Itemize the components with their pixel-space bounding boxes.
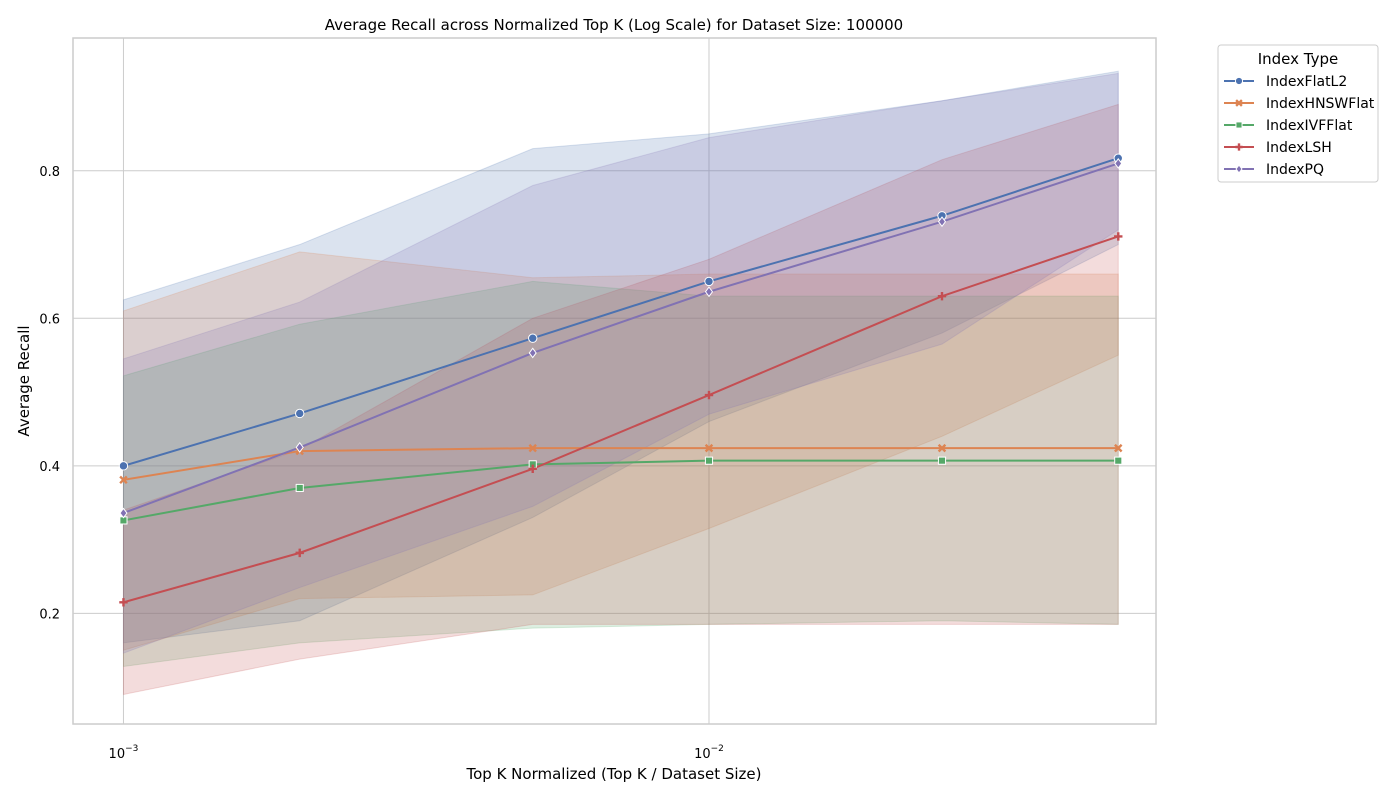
data-point-indexflatl2 xyxy=(704,276,714,287)
plot-frame xyxy=(72,37,1157,725)
data-point-indexivfflat xyxy=(937,456,947,465)
legend-label-indexivfflat: IndexIVFFlat xyxy=(1266,118,1353,134)
series-line-indexivfflat xyxy=(123,459,1119,522)
series-lines xyxy=(123,157,1119,604)
data-point-indexivfflat xyxy=(295,483,304,493)
data-point-indexhnswflat xyxy=(937,443,947,453)
data-point-indexivfflat xyxy=(1114,456,1123,465)
series-line-indexpq xyxy=(123,162,1119,514)
data-point-indexpq xyxy=(1114,157,1123,169)
confidence-band-indexlsh xyxy=(122,103,1119,696)
x-tick-label: 10−3 xyxy=(109,744,139,762)
confidence-band-indexhnswflat xyxy=(122,251,1119,651)
legend-label-indexpq: IndexPQ xyxy=(1266,162,1324,178)
y-tick-label: 0.2 xyxy=(39,607,60,622)
series-line-indexflatl2 xyxy=(123,157,1119,467)
data-point-indexhnswflat xyxy=(704,443,714,453)
plot-border xyxy=(72,37,1157,725)
data-point-indexivfflat xyxy=(704,456,714,465)
data-point-indexlsh xyxy=(528,464,537,473)
x-axis-ticks: 10−3 10−2 xyxy=(109,744,724,762)
data-point-indexpq xyxy=(119,507,128,519)
data-point-indexlsh xyxy=(704,390,714,400)
x-axis-label: Top K Normalized (Top K / Dataset Size) xyxy=(465,765,761,783)
chart-title: Average Recall across Normalized Top K (… xyxy=(325,16,903,34)
data-point-indexpq xyxy=(295,441,304,453)
data-point-indexlsh xyxy=(1114,232,1123,241)
y-axis-label: Average Recall xyxy=(15,325,33,436)
legend: Index Type IndexFlatL2 IndexHNSWFlat IndexI… xyxy=(1217,44,1379,183)
x-tick-label: 10−2 xyxy=(694,744,724,762)
data-point-indexflatl2 xyxy=(118,461,129,471)
data-point-indexpq xyxy=(704,286,714,298)
legend-marker-indexhnswflat xyxy=(1235,99,1243,107)
legend-marker-indexivfflat xyxy=(1235,121,1243,129)
legend-label-indexflatl2: IndexFlatL2 xyxy=(1266,74,1347,90)
y-axis-ticks: 0.2 0.4 0.6 0.8 xyxy=(39,165,60,623)
legend-marker-indexpq xyxy=(1235,164,1243,174)
data-point-indexlsh xyxy=(937,291,947,301)
confidence-bands xyxy=(122,70,1119,696)
series-line-indexlsh xyxy=(123,235,1119,604)
legend-label-indexlsh: IndexLSH xyxy=(1266,140,1332,156)
series-markers xyxy=(118,153,1123,607)
data-point-indexhnswflat xyxy=(1114,443,1123,453)
confidence-band-indexivfflat xyxy=(122,280,1119,668)
plot-area xyxy=(73,38,1156,724)
confidence-band-indexpq xyxy=(122,72,1119,654)
legend-marker-indexlsh xyxy=(1235,143,1243,151)
data-point-indexpq xyxy=(528,347,537,359)
data-point-indexhnswflat xyxy=(528,443,537,453)
grid xyxy=(73,38,1156,724)
legend-title: Index Type xyxy=(1258,50,1339,68)
y-tick-label: 0.8 xyxy=(39,165,60,180)
legend-marker-indexflatl2 xyxy=(1234,76,1244,86)
confidence-band-indexflatl2 xyxy=(122,70,1119,644)
y-tick-label: 0.4 xyxy=(39,460,60,475)
plot-background xyxy=(73,38,1156,724)
data-point-indexlsh xyxy=(119,598,128,607)
data-point-indexlsh xyxy=(295,548,304,558)
data-point-indexhnswflat xyxy=(119,475,128,485)
data-point-indexflatl2 xyxy=(528,333,538,343)
series-line-indexhnswflat xyxy=(123,447,1119,481)
data-point-indexpq xyxy=(937,216,947,228)
data-point-indexflatl2 xyxy=(295,408,305,419)
y-tick-label: 0.6 xyxy=(39,312,60,327)
legend-label-indexhnswflat: IndexHNSWFlat xyxy=(1266,96,1375,112)
legend-box xyxy=(1217,44,1379,183)
